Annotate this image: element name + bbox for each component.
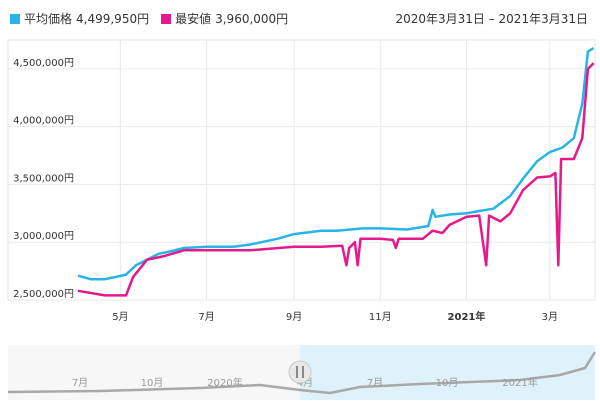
legend-item-lowest[interactable]: 最安値 3,960,000円 bbox=[161, 10, 288, 27]
navigator-tick-label: 2020年 bbox=[207, 376, 242, 389]
y-tick-label: 3,000,000円 bbox=[13, 231, 74, 242]
navigator-tick-label: 10月 bbox=[141, 377, 164, 389]
legend-average-value: 4,499,950円 bbox=[76, 12, 150, 26]
lowest-swatch bbox=[161, 13, 172, 24]
plot-frame bbox=[7, 39, 596, 301]
navigator-handle[interactable] bbox=[288, 360, 312, 384]
handle-bar bbox=[302, 366, 304, 378]
y-tick-label: 4,500,000円 bbox=[13, 58, 74, 69]
navigator-selected-range bbox=[300, 345, 595, 400]
x-tick-label: 9月 bbox=[286, 311, 302, 323]
x-tick-label: 5月 bbox=[112, 311, 128, 323]
y-tick-label: 4,000,000円 bbox=[13, 116, 74, 127]
pause-handle-icon bbox=[288, 360, 312, 384]
y-tick-label: 2,500,000円 bbox=[13, 289, 74, 300]
navigator-tick-label: 10月 bbox=[436, 377, 459, 389]
x-tick-label: 3月 bbox=[542, 311, 558, 323]
legend-lowest-value: 3,960,000円 bbox=[215, 12, 289, 26]
date-range-text: 2020年3月31日 – 2021年3月31日 bbox=[395, 12, 588, 26]
navigator[interactable]: 7月 10月 2020年 4月 7月 10月 2021年 bbox=[7, 345, 597, 400]
navigator-tick-label: 7月 bbox=[367, 377, 383, 389]
navigator-history-line bbox=[7, 351, 597, 395]
y-tick-label: 3,500,000円 bbox=[13, 173, 74, 184]
legend-lowest-label: 最安値 bbox=[175, 12, 212, 26]
legend: 平均価格 4,499,950円 最安値 3,960,000円 bbox=[10, 10, 288, 27]
lowest-price-line bbox=[77, 62, 595, 297]
average-price-line bbox=[77, 47, 595, 281]
handle-bar bbox=[296, 366, 298, 378]
x-tick-label: 11月 bbox=[369, 311, 392, 323]
x-tick-label: 7月 bbox=[198, 311, 214, 323]
navigator-tick-label: 2021年 bbox=[502, 376, 537, 389]
legend-average-label: 平均価格 bbox=[24, 12, 73, 26]
legend-item-average[interactable]: 平均価格 4,499,950円 bbox=[10, 10, 149, 27]
x-tick-label: 2021年 bbox=[448, 310, 486, 323]
navigator-tick-label: 7月 bbox=[72, 377, 88, 389]
average-swatch bbox=[10, 13, 20, 24]
